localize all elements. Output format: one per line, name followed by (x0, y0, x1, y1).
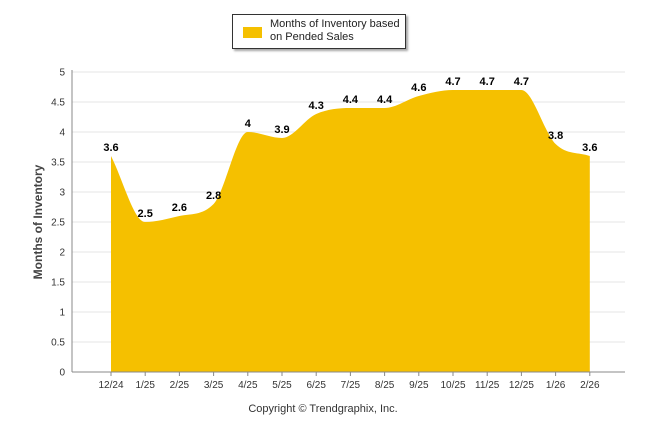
data-label: 3.8 (548, 130, 563, 142)
x-tick-label: 4/25 (238, 380, 258, 391)
data-label: 4.7 (445, 76, 460, 88)
y-tick-label: 0 (59, 368, 65, 379)
y-tick-label: 1 (59, 308, 65, 319)
x-tick-label: 6/25 (306, 380, 326, 391)
data-label: 4.6 (411, 82, 426, 94)
data-label: 4 (245, 118, 252, 130)
y-axis-title: Months of Inventory (31, 164, 45, 280)
x-tick-label: 9/25 (409, 380, 429, 391)
x-tick-label: 1/26 (546, 380, 566, 391)
x-tick-label: 8/25 (375, 380, 395, 391)
legend-label: Months of Inventory based on Pended Sale… (270, 18, 400, 43)
legend-swatch (243, 27, 262, 38)
y-tick-label: 5 (59, 68, 65, 79)
data-label: 2.8 (206, 190, 221, 202)
x-tick-label: 12/25 (509, 380, 534, 391)
y-tick-labels: 0 0.5 1 1.5 2 2.5 3 3.5 4 4.5 5 (51, 68, 65, 379)
data-label: 3.9 (274, 124, 289, 136)
y-tick-label: 3.5 (51, 158, 65, 169)
x-tick-label: 3/25 (204, 380, 224, 391)
data-label: 2.5 (138, 208, 153, 220)
y-tick-label: 2.5 (51, 218, 65, 229)
x-tick-label: 10/25 (440, 380, 465, 391)
x-tick-label: 2/26 (580, 380, 600, 391)
x-tick-labels: 12/24 1/25 2/25 3/25 4/25 5/25 6/25 7/25 8/25 9/2… (98, 380, 599, 391)
data-label: 4.7 (480, 76, 495, 88)
data-label: 4.4 (377, 94, 393, 106)
x-tick-label: 1/25 (135, 380, 155, 391)
y-tick-label: 3 (59, 188, 65, 199)
data-label: 4.3 (309, 100, 324, 112)
y-tick-label: 4 (59, 128, 65, 139)
x-tick-label: 7/25 (341, 380, 361, 391)
axes (71, 70, 625, 376)
data-label: 2.6 (172, 202, 187, 214)
data-label: 3.6 (103, 142, 118, 154)
x-tick-label: 5/25 (272, 380, 292, 391)
data-label: 4.7 (514, 76, 529, 88)
y-tick-label: 4.5 (51, 98, 65, 109)
series-area (111, 90, 590, 372)
x-tick-label: 11/25 (475, 380, 500, 391)
data-labels: 3.6 2.5 2.6 2.8 4 3.9 4.3 4.4 4.4 4.6 4.7 4.7 4.7 3.8… (103, 76, 597, 220)
data-label: 4.4 (343, 94, 359, 106)
y-tick-label: 0.5 (51, 338, 65, 349)
data-label: 3.6 (582, 142, 597, 154)
x-tick-label: 12/24 (98, 380, 123, 391)
x-tick-label: 2/25 (170, 380, 190, 391)
y-tick-label: 1.5 (51, 278, 65, 289)
legend: Months of Inventory based on Pended Sale… (232, 14, 406, 49)
copyright-text: Copyright © Trendgraphix, Inc. (248, 403, 398, 415)
y-tick-label: 2 (59, 248, 65, 259)
